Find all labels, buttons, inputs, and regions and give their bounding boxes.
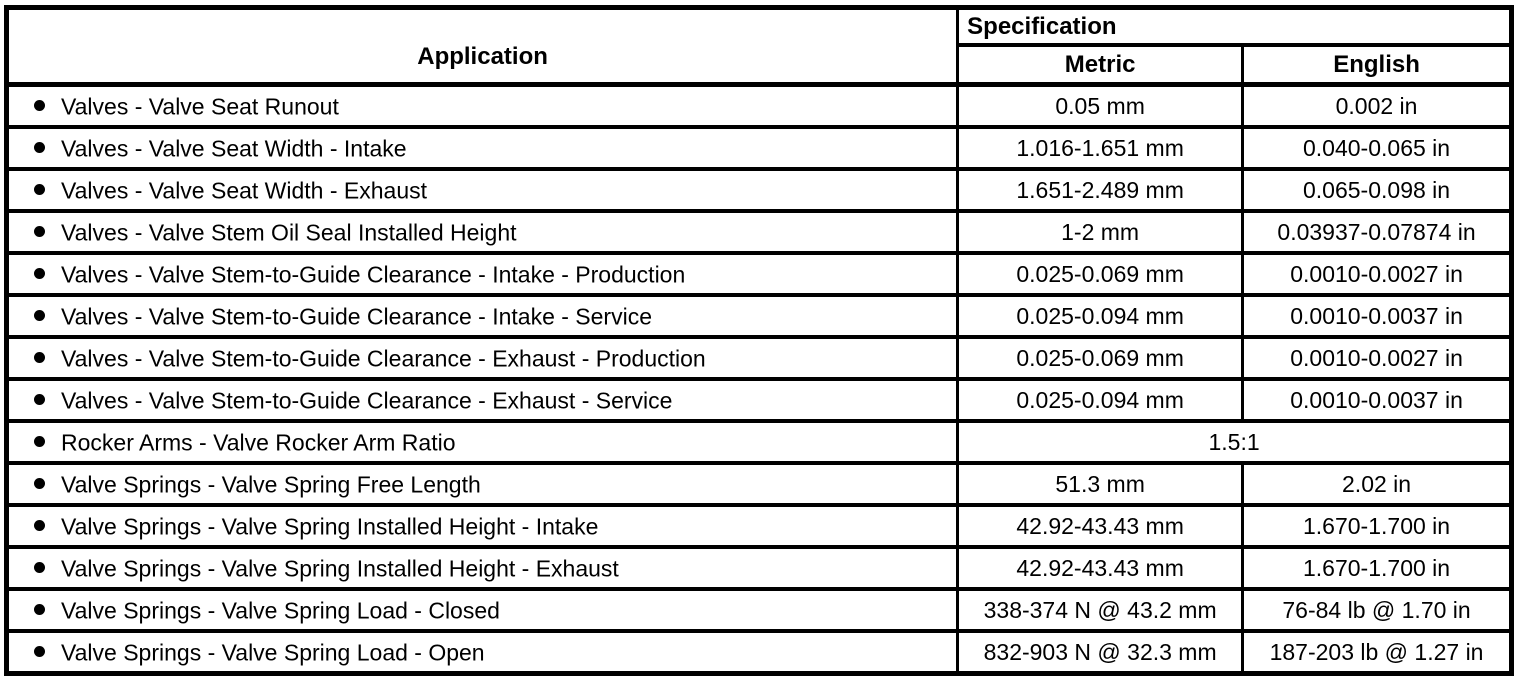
application-column-header: Application	[4, 5, 960, 87]
bullet-icon	[34, 142, 45, 154]
table-row: Valves - Valve Seat Width - Intake 1.016-…	[4, 125, 1513, 171]
bullet-icon	[34, 646, 45, 658]
bullet-icon	[34, 478, 45, 490]
specifications-table: Application Specification Metric English…	[4, 5, 1514, 676]
metric-value-cell: 0.05 mm	[956, 82, 1245, 129]
application-label: Valves - Valve Stem Oil Seal Installed H…	[61, 219, 517, 246]
metric-value-cell: 42.92-43.43 mm	[956, 545, 1245, 591]
english-value-cell: 0.0010-0.0027 in	[1241, 335, 1513, 381]
bullet-icon	[34, 268, 45, 280]
bullet-icon	[34, 562, 45, 574]
table-row: Valve Springs - Valve Spring Load - Clos…	[4, 587, 1513, 633]
table-row: Valves - Valve Stem-to-Guide Clearance -…	[4, 335, 1513, 381]
bullet-icon	[34, 394, 45, 406]
table-row: Rocker Arms - Valve Rocker Arm Ratio 1.5:…	[4, 419, 1513, 465]
bullet-icon	[34, 604, 45, 616]
english-value-cell: 0.002 in	[1241, 82, 1513, 129]
application-label: Valve Springs - Valve Spring Installed H…	[61, 513, 599, 540]
table-row: Valves - Valve Seat Width - Exhaust 1.651…	[4, 167, 1513, 213]
application-label: Valves - Valve Seat Runout	[61, 93, 339, 120]
table-row: Valve Springs - Valve Spring Load - Open…	[4, 629, 1513, 676]
english-value-cell: 0.0010-0.0037 in	[1241, 293, 1513, 339]
application-label: Valves - Valve Seat Width - Intake	[61, 135, 407, 162]
table-row: Valves - Valve Stem-to-Guide Clearance -…	[4, 293, 1513, 339]
application-cell: Valves - Valve Stem-to-Guide Clearance -…	[4, 251, 960, 297]
application-label: Valves - Valve Seat Width - Exhaust	[61, 177, 428, 204]
header-row-specification: Application Specification	[4, 5, 1513, 87]
metric-value-cell: 1.651-2.489 mm	[956, 167, 1245, 213]
application-label: Valve Springs - Valve Spring Load - Clos…	[61, 597, 500, 624]
english-value-cell: 0.0010-0.0027 in	[1241, 251, 1513, 297]
table-row: Valve Springs - Valve Spring Installed H…	[4, 503, 1513, 549]
english-value-cell: 0.0010-0.0037 in	[1241, 377, 1513, 423]
application-label: Valves - Valve Stem-to-Guide Clearance -…	[61, 387, 673, 414]
metric-value-cell: 0.025-0.069 mm	[956, 335, 1245, 381]
english-value-cell: 0.065-0.098 in	[1241, 167, 1513, 213]
metric-value-cell: 0.025-0.069 mm	[956, 251, 1245, 297]
application-cell: Valves - Valve Stem-to-Guide Clearance -…	[4, 335, 960, 381]
metric-value-cell: 1-2 mm	[956, 209, 1245, 255]
application-cell: Valves - Valve Stem-to-Guide Clearance -…	[4, 293, 960, 339]
header-row-units: Metric English	[7, 43, 1513, 87]
specification-column-header: Specification	[956, 5, 1513, 47]
application-label: Valves - Valve Stem-to-Guide Clearance -…	[61, 261, 686, 288]
application-label: Valve Springs - Valve Spring Free Length	[61, 471, 481, 498]
application-cell: Valve Springs - Valve Spring Installed H…	[4, 503, 960, 549]
application-cell: Valves - Valve Stem-to-Guide Clearance -…	[4, 377, 960, 423]
application-cell: Valves - Valve Seat Width - Exhaust	[4, 167, 960, 213]
bullet-icon	[34, 100, 45, 112]
table-row: Valves - Valve Stem Oil Seal Installed H…	[4, 209, 1513, 255]
table-body: Valves - Valve Seat Runout 0.05 mm 0.002 i…	[4, 82, 1513, 676]
english-value-cell: 0.040-0.065 in	[1241, 125, 1513, 171]
application-cell: Valves - Valve Stem Oil Seal Installed H…	[4, 209, 960, 255]
table-row: Valve Springs - Valve Spring Installed H…	[4, 545, 1513, 591]
bullet-icon	[34, 310, 45, 322]
bullet-icon	[34, 520, 45, 532]
english-value-cell: 2.02 in	[1241, 461, 1513, 507]
bullet-icon	[34, 226, 45, 238]
application-label: Valves - Valve Stem-to-Guide Clearance -…	[61, 303, 652, 330]
english-value-cell: 0.03937-0.07874 in	[1241, 209, 1513, 255]
table-header: Application Specification Metric English	[4, 5, 1513, 87]
application-cell: Valves - Valve Seat Runout	[4, 82, 960, 129]
english-value-cell: 1.670-1.700 in	[1241, 503, 1513, 549]
application-cell: Rocker Arms - Valve Rocker Arm Ratio	[4, 419, 960, 465]
metric-value-cell: 1.016-1.651 mm	[956, 125, 1245, 171]
metric-value-cell: 0.025-0.094 mm	[956, 377, 1245, 423]
application-cell: Valve Springs - Valve Spring Load - Open	[4, 629, 960, 676]
application-cell: Valves - Valve Seat Width - Intake	[4, 125, 960, 171]
bullet-icon	[34, 436, 45, 448]
table-row: Valves - Valve Stem-to-Guide Clearance -…	[4, 377, 1513, 423]
application-cell: Valve Springs - Valve Spring Load - Clos…	[4, 587, 960, 633]
english-value-cell: 187-203 lb @ 1.27 in	[1241, 629, 1513, 676]
table-row: Valves - Valve Seat Runout 0.05 mm 0.002 i…	[4, 82, 1513, 129]
bullet-icon	[34, 352, 45, 364]
english-value-cell: 76-84 lb @ 1.70 in	[1241, 587, 1513, 633]
metric-value-cell: 832-903 N @ 32.3 mm	[956, 629, 1245, 676]
metric-column-header: Metric	[956, 43, 1245, 87]
application-label: Valve Springs - Valve Spring Installed H…	[61, 555, 619, 582]
metric-value-cell: 51.3 mm	[956, 461, 1245, 507]
application-label: Valves - Valve Stem-to-Guide Clearance -…	[61, 345, 706, 372]
metric-value-cell: 42.92-43.43 mm	[956, 503, 1245, 549]
table-row: Valve Springs - Valve Spring Free Length…	[4, 461, 1513, 507]
application-label: Valve Springs - Valve Spring Load - Open	[61, 639, 485, 666]
table-row: Valves - Valve Stem-to-Guide Clearance -…	[4, 251, 1513, 297]
combined-spec-cell: 1.5:1	[956, 419, 1513, 465]
english-value-cell: 1.670-1.700 in	[1241, 545, 1513, 591]
english-column-header: English	[1241, 43, 1513, 87]
metric-value-cell: 0.025-0.094 mm	[956, 293, 1245, 339]
application-cell: Valve Springs - Valve Spring Installed H…	[4, 545, 960, 591]
bullet-icon	[34, 184, 45, 196]
application-cell: Valve Springs - Valve Spring Free Length	[4, 461, 960, 507]
application-label: Rocker Arms - Valve Rocker Arm Ratio	[61, 429, 456, 456]
metric-value-cell: 338-374 N @ 43.2 mm	[956, 587, 1245, 633]
